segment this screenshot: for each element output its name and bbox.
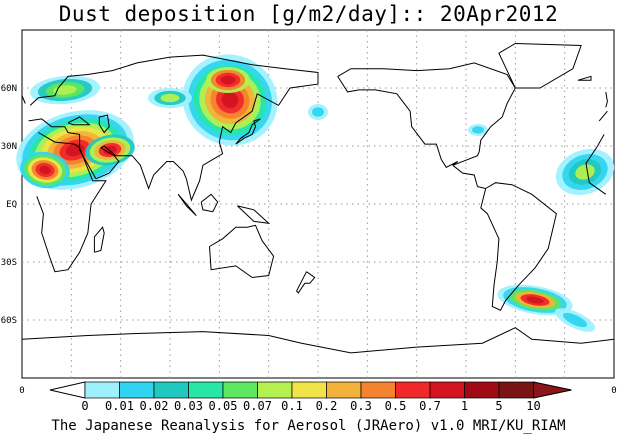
latitude-label: 30S bbox=[1, 258, 17, 268]
map-title: Dust deposition [g/m2/day]:: 20Apr2012 bbox=[58, 2, 559, 26]
colorbar-swatch bbox=[188, 381, 224, 399]
colorbar-label: 0.2 bbox=[316, 399, 338, 413]
colorbar-right-arrow bbox=[533, 381, 572, 399]
coastlines bbox=[21, 42, 615, 354]
colorbar-left-arrow bbox=[49, 381, 86, 399]
dust-field bbox=[16, 54, 615, 332]
colorbar: 0 0.01 0.02 0.03 0.05 0.07 0.1 0.2 0.3 0.5 0.7 1 5 10 bbox=[49, 381, 572, 413]
latitude-label: EQ bbox=[6, 200, 17, 210]
colorbar-swatch bbox=[360, 381, 396, 399]
longitude-label: 0 bbox=[19, 386, 24, 396]
colorbar-label: 5 bbox=[495, 399, 502, 413]
colorbar-swatch bbox=[222, 381, 258, 399]
colorbar-swatch bbox=[119, 381, 155, 399]
colorbar-swatch bbox=[429, 381, 465, 399]
colorbar-label: 10 bbox=[526, 399, 540, 413]
colorbar-swatch bbox=[257, 381, 293, 399]
colorbar-swatch bbox=[153, 381, 189, 399]
colorbar-swatch bbox=[464, 381, 500, 399]
colorbar-swatch bbox=[291, 381, 327, 399]
latitude-label: 60S bbox=[1, 316, 17, 326]
colorbar-swatch bbox=[84, 381, 120, 399]
colorbar-label: 0.05 bbox=[209, 399, 238, 413]
colorbar-label: 0.01 bbox=[105, 399, 134, 413]
colorbar-label: 0.5 bbox=[385, 399, 407, 413]
colorbar-label: 0.1 bbox=[281, 399, 303, 413]
colorbar-swatch bbox=[326, 381, 362, 399]
latitude-label: 60N bbox=[1, 84, 17, 94]
colorbar-label: 0.03 bbox=[174, 399, 203, 413]
colorbar-label: 0.3 bbox=[350, 399, 372, 413]
latitude-labels: 60N 30N EQ 30S 60S bbox=[1, 84, 17, 326]
colorbar-label: 0.07 bbox=[243, 399, 272, 413]
longitude-label: 0 bbox=[611, 386, 616, 396]
credit-line: The Japanese Reanalysis for Aerosol (JRA… bbox=[51, 418, 566, 434]
colorbar-swatch bbox=[395, 381, 431, 399]
latitude-label: 30N bbox=[1, 142, 17, 152]
colorbar-swatch bbox=[498, 381, 534, 399]
colorbar-label: 1 bbox=[461, 399, 468, 413]
colorbar-label: 0 bbox=[81, 399, 88, 413]
colorbar-label: 0.02 bbox=[140, 399, 169, 413]
colorbar-label: 0.7 bbox=[419, 399, 441, 413]
